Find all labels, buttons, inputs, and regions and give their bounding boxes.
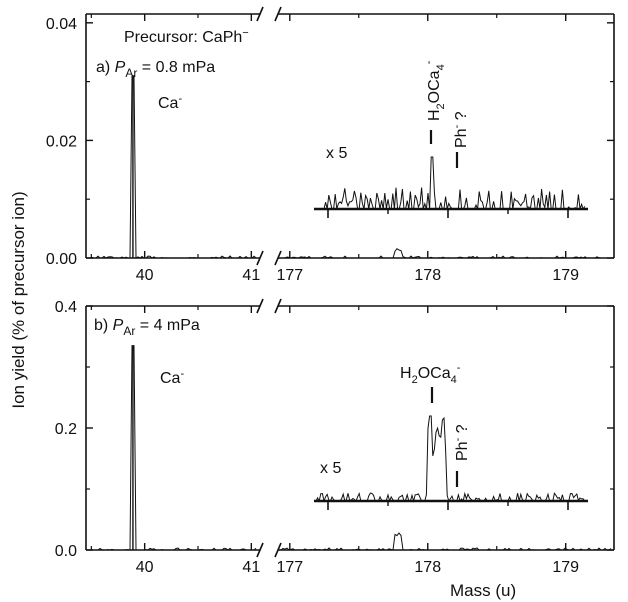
ph-label: Ph- ? (451, 111, 470, 148)
ca-superscript: - (178, 93, 182, 105)
x-tick-label: 41 (242, 267, 260, 284)
spectrum-trace-right (278, 532, 612, 551)
y-tick-label: 0.4 (55, 299, 77, 316)
ca-text: Ca (160, 370, 181, 387)
formula-part: Ph (454, 441, 471, 461)
formula-superscript: - (457, 362, 461, 374)
scale-factor-label: x 5 (320, 460, 341, 477)
formula-part: H (400, 365, 412, 382)
formula-subscript: 4 (435, 64, 447, 70)
y-tick-label: 0.0 (55, 543, 77, 560)
formula-superscript: - (452, 437, 464, 441)
pressure-symbol: P (115, 59, 126, 76)
inset-trace (315, 415, 586, 503)
x-tick-label: 41 (242, 559, 260, 576)
ca-peak-label: Ca- (158, 93, 182, 112)
h2oca4-label: H2OCa4- (423, 60, 447, 121)
axis-break-mark (274, 542, 282, 558)
x-tick-label: 179 (552, 267, 579, 284)
panel-a: 0.00 0.02 0.04 40 41 177 178 179 Precursor: CaPh… (46, 6, 615, 284)
h2oca4-label: H2OCa4- (400, 362, 461, 386)
ca-text: Ca (158, 95, 179, 112)
panel-letter: b) (94, 317, 113, 334)
ca-peak-label: Ca- (160, 368, 184, 387)
precursor-label: Precursor: CaPh− (124, 27, 249, 46)
pressure-label: a) PAr = 0.8 mPa (96, 59, 215, 80)
spectrum-trace (88, 75, 257, 259)
pressure-subscript: Ar (125, 66, 137, 80)
ph-label: Ph- ? (452, 424, 471, 461)
pressure-label: b) PAr = 4 mPa (94, 317, 200, 338)
common-labels: Mass (u) Ion yield (% of precursor ion) (9, 191, 516, 600)
x-axis-title: Mass (u) (450, 581, 516, 600)
spectrum-trace (88, 345, 257, 551)
formula-part: H (426, 109, 443, 121)
formula-part: OCa (418, 365, 451, 382)
x-tick-label: 178 (414, 559, 441, 576)
x-tick-label: 40 (136, 559, 154, 576)
pressure-value: = 4 mPa (135, 317, 200, 334)
pressure-symbol: P (113, 317, 124, 334)
axis-break-mark (274, 6, 282, 22)
x-tick-label: 179 (552, 559, 579, 576)
y-tick-label: 0.00 (46, 251, 77, 268)
y-axis-title: Ion yield (% of precursor ion) (9, 191, 28, 408)
x-tick-label: 178 (414, 267, 441, 284)
y-tick-label: 0.2 (55, 421, 77, 438)
formula-superscript: - (451, 124, 463, 128)
formula-superscript: - (423, 60, 435, 64)
axis-break-mark (274, 250, 282, 266)
precursor-superscript: − (242, 27, 248, 39)
scale-factor-label: x 5 (326, 145, 347, 162)
formula-subscript: 2 (435, 103, 447, 109)
axis-break-mark (256, 298, 264, 314)
pressure-value: = 0.8 mPa (137, 59, 215, 76)
y-tick-label: 0.02 (46, 133, 77, 150)
axis-break-mark (256, 542, 264, 558)
formula-part: OCa (426, 70, 443, 103)
precursor-text: Precursor: CaPh (124, 29, 242, 46)
formula-part: Ph (453, 128, 470, 148)
formula-subscript: 4 (451, 374, 457, 386)
formula-part: ? (454, 424, 471, 437)
x-tick-label: 177 (276, 559, 303, 576)
x-tick-label: 40 (136, 267, 154, 284)
ca-superscript: - (180, 368, 184, 380)
spectrum-trace-right (279, 248, 611, 259)
panel-letter: a) (96, 59, 115, 76)
axis-break-mark (256, 6, 264, 22)
formula-part: ? (453, 111, 470, 124)
inset-trace (316, 156, 586, 211)
pressure-subscript: Ar (123, 324, 135, 338)
axis-break-mark (256, 250, 264, 266)
formula-subscript: 2 (412, 374, 418, 386)
x-tick-label: 177 (276, 267, 303, 284)
axis-break-mark (274, 298, 282, 314)
y-tick-label: 0.04 (46, 16, 77, 33)
